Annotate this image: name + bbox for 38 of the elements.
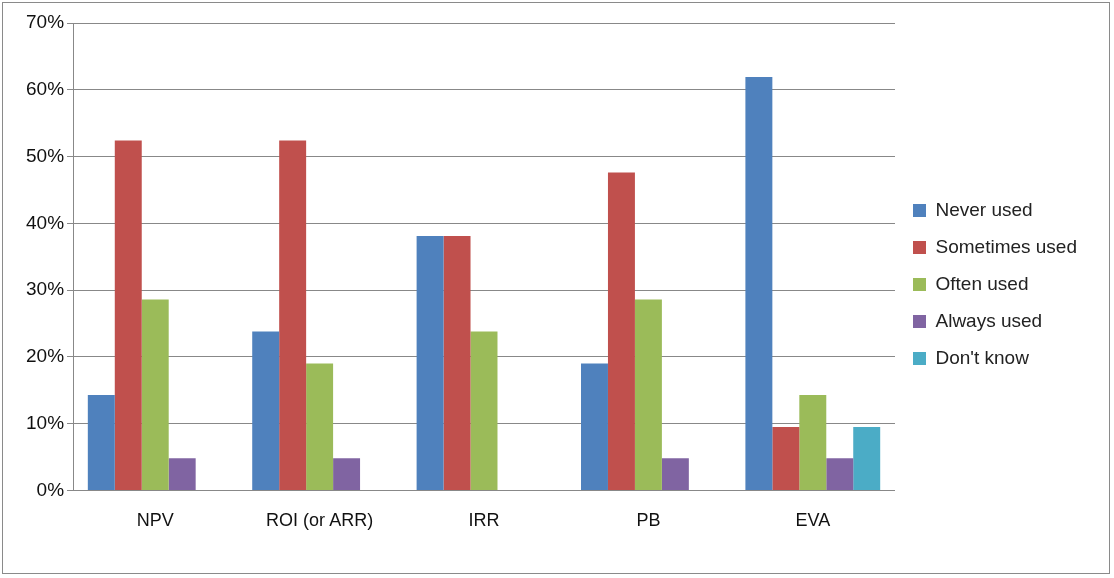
y-tick-label: 50%	[26, 144, 65, 166]
bar	[745, 77, 773, 490]
bar	[661, 458, 689, 490]
bar	[799, 394, 827, 490]
bar	[141, 299, 169, 490]
x-tick-label: EVA	[795, 510, 831, 531]
bar	[470, 331, 498, 490]
bar	[853, 426, 881, 490]
legend-label: Don't know	[935, 346, 1030, 368]
bar	[607, 172, 635, 490]
legend-label: Never used	[935, 198, 1033, 220]
bar	[279, 140, 307, 490]
y-tick-label: 10%	[26, 411, 65, 433]
x-tick-label: IRR	[468, 510, 500, 531]
bar	[581, 363, 608, 490]
bar	[826, 458, 854, 490]
legend-label: Sometimes used	[935, 235, 1078, 257]
bar	[634, 299, 662, 490]
y-tick-label: 40%	[26, 211, 65, 233]
y-tick-label: 60%	[26, 78, 65, 100]
y-tick-label: 70%	[26, 11, 65, 33]
bar	[306, 363, 334, 490]
y-tick-label: 0%	[36, 478, 65, 500]
legend-label: Always used	[935, 309, 1043, 331]
legend-label: Often used	[935, 272, 1029, 294]
x-tick-label: ROI (or ARR)	[266, 510, 374, 531]
y-tick-label: 20%	[26, 345, 65, 367]
bar	[333, 458, 361, 490]
bar	[168, 458, 196, 490]
x-tick-label: PB	[636, 510, 661, 531]
x-tick-label: NPV	[136, 510, 174, 531]
bar	[772, 426, 800, 490]
bar	[416, 236, 444, 490]
bar	[443, 236, 471, 490]
bar	[252, 331, 280, 490]
y-tick-label: 30%	[26, 278, 65, 300]
bar	[87, 394, 115, 490]
bar	[114, 140, 142, 490]
